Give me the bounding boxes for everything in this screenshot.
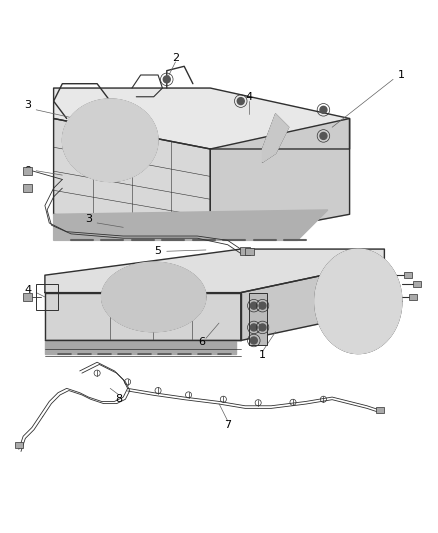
Text: 3: 3 (24, 100, 31, 110)
Polygon shape (53, 210, 328, 240)
Polygon shape (315, 249, 402, 353)
Polygon shape (262, 114, 289, 162)
Polygon shape (102, 262, 206, 332)
Circle shape (320, 133, 327, 140)
Bar (240, 247, 250, 255)
Bar (23, 167, 32, 175)
Circle shape (259, 302, 266, 309)
Polygon shape (45, 293, 241, 341)
Circle shape (251, 337, 257, 344)
Polygon shape (53, 88, 350, 149)
Text: 2: 2 (172, 53, 179, 62)
Circle shape (259, 324, 266, 331)
Text: 5: 5 (155, 246, 162, 256)
Polygon shape (250, 293, 267, 345)
Circle shape (320, 107, 327, 114)
Bar (36, 284, 58, 310)
Bar (413, 281, 421, 287)
Polygon shape (210, 118, 350, 240)
Polygon shape (45, 341, 237, 353)
Polygon shape (53, 118, 210, 240)
Text: 3: 3 (85, 214, 92, 224)
Bar (376, 407, 384, 413)
Circle shape (251, 324, 257, 331)
Bar (23, 293, 32, 301)
Bar (409, 294, 417, 300)
Bar (15, 442, 23, 448)
Text: 4: 4 (246, 92, 253, 102)
Text: 6: 6 (198, 337, 205, 347)
Bar (404, 272, 412, 278)
Bar (23, 184, 32, 192)
Text: 1: 1 (259, 350, 266, 360)
Text: 8: 8 (115, 394, 123, 404)
Polygon shape (45, 249, 385, 293)
Text: 1: 1 (398, 70, 405, 80)
Text: 4: 4 (24, 286, 31, 295)
Text: 7: 7 (224, 420, 231, 430)
Circle shape (163, 76, 170, 83)
Bar (245, 248, 254, 255)
Polygon shape (241, 262, 385, 341)
Circle shape (237, 98, 244, 104)
Circle shape (251, 302, 257, 309)
Polygon shape (62, 99, 158, 182)
Text: 9: 9 (24, 166, 31, 176)
